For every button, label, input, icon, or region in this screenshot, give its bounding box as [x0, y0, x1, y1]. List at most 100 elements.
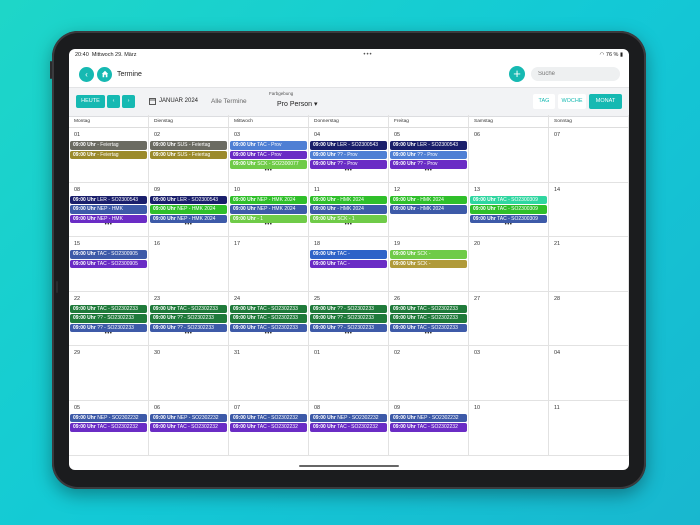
calendar-day-cell[interactable]: 04 09:00 Uhr LER - SO2300543 09:00 Uhr ?? … — [309, 128, 389, 182]
calendar-day-cell[interactable]: 27 — [469, 291, 549, 346]
calendar-day-cell[interactable]: 31 — [229, 346, 309, 400]
calendar-event[interactable]: 09:00 Uhr ?? - SO2302233 — [70, 323, 147, 333]
calendar-event[interactable]: 09:00 Uhr NEP - HMK — [70, 205, 147, 214]
calendar-day-cell[interactable]: 15 09:00 Uhr TAC - SO2300905 09:00 Uhr TAC… — [69, 237, 149, 291]
calendar-event[interactable]: 09:00 Uhr NEP - SO2302232 — [310, 413, 387, 423]
calendar-day-cell[interactable]: 16 — [149, 237, 229, 291]
calendar-event[interactable]: 09:00 Uhr NEP - HMK — [70, 214, 147, 224]
calendar-day-cell[interactable]: 21 — [549, 237, 629, 291]
calendar-day-cell[interactable]: 23 09:00 Uhr TAC - SO2302233 09:00 Uhr ?? … — [149, 291, 229, 346]
more-events-indicator[interactable]: ••• — [424, 331, 433, 338]
calendar-day-cell[interactable]: 22 09:00 Uhr TAC - SO2302233 09:00 Uhr ?? … — [69, 291, 149, 346]
calendar-day-cell[interactable]: 02 — [389, 346, 469, 400]
calendar-day-cell[interactable]: 01 09:00 Uhr - Feiertag 09:00 Uhr - Feiert… — [69, 128, 149, 182]
calendar-event[interactable]: 09:00 Uhr SCK - 1 — [310, 214, 387, 224]
today-button[interactable]: HEUTE — [76, 95, 105, 108]
calendar-event[interactable]: 09:00 Uhr - HMK 2024 — [310, 195, 387, 205]
calendar-event[interactable]: 09:00 Uhr TAC - SO2302233 — [230, 304, 307, 314]
home-button[interactable] — [97, 66, 112, 82]
back-button[interactable]: ‹ — [79, 66, 94, 82]
calendar-event[interactable]: 09:00 Uhr NEP - SO2302232 — [150, 413, 227, 423]
calendar-day-cell[interactable]: 12 09:00 Uhr - HMK 2024 09:00 Uhr - HMK 20… — [389, 182, 469, 237]
calendar-event[interactable]: 09:00 Uhr TAC - SO2302233 — [230, 323, 307, 333]
calendar-day-cell[interactable]: 10 — [469, 400, 549, 455]
calendar-event[interactable]: 09:00 Uhr - Feiertag — [70, 150, 147, 159]
next-month-button[interactable]: › — [122, 95, 135, 108]
calendar-event[interactable]: 09:00 Uhr - HMK 2024 — [310, 205, 387, 214]
calendar-event[interactable]: 09:00 Uhr TAC - SO2302232 — [310, 423, 387, 432]
more-events-indicator[interactable]: ••• — [104, 331, 113, 338]
calendar-event[interactable]: 09:00 Uhr NEP - HMK 2024 — [150, 205, 227, 214]
calendar-event[interactable]: 09:00 Uhr NEP - HMK 2024 — [230, 205, 307, 214]
calendar-day-cell[interactable]: 02 09:00 Uhr SUS - Feiertag 09:00 Uhr SUS … — [149, 128, 229, 182]
calendar-event[interactable]: 09:00 Uhr TAC - SO2302233 — [390, 323, 467, 333]
calendar-event[interactable]: 09:00 Uhr ?? - Prov — [310, 160, 387, 169]
more-events-indicator[interactable]: ••• — [264, 222, 273, 229]
calendar-day-cell[interactable]: 28 — [549, 291, 629, 346]
calendar-event[interactable]: 09:00 Uhr ?? - Prov — [390, 160, 467, 169]
more-events-indicator[interactable]: ••• — [424, 167, 433, 174]
calendar-day-cell[interactable]: 06 — [469, 128, 549, 182]
calendar-event[interactable]: 09:00 Uhr TAC - SO2300309 — [470, 214, 547, 224]
add-appointment-button[interactable]: + — [509, 66, 525, 82]
calendar-event[interactable]: 09:00 Uhr TAC - SO2300309 — [470, 195, 547, 205]
calendar-event[interactable]: 09:00 Uhr ?? - SO2302233 — [310, 314, 387, 323]
calendar-day-cell[interactable]: 07 09:00 Uhr TAC - SO2302232 09:00 Uhr TAC… — [229, 400, 309, 455]
calendar-event[interactable]: 09:00 Uhr TAC - SO2302232 — [70, 423, 147, 432]
color-scheme-select[interactable]: Pro Person ▾ — [277, 101, 318, 108]
calendar-event[interactable]: 09:00 Uhr SCK - SO2300077 — [230, 160, 307, 169]
calendar-day-cell[interactable]: 18 09:00 Uhr TAC -09:00 Uhr TAC - — [309, 237, 389, 291]
more-events-indicator[interactable]: ••• — [504, 222, 513, 229]
calendar-event[interactable]: 09:00 Uhr ?? - Prov — [390, 150, 467, 159]
more-events-indicator[interactable]: ••• — [104, 222, 113, 229]
calendar-event[interactable]: 09:00 Uhr TAC - SO2302233 — [230, 314, 307, 323]
calendar-day-cell[interactable]: 17 — [229, 237, 309, 291]
all-appointments-filter[interactable]: Alle Termine — [211, 98, 247, 105]
view-month-button[interactable]: MONAT — [589, 94, 622, 109]
calendar-event[interactable]: 09:00 Uhr - HMK 2024 — [390, 205, 467, 214]
search-input[interactable] — [531, 67, 620, 81]
calendar-event[interactable]: 09:00 Uhr NEP - HMK 2024 — [230, 195, 307, 205]
calendar-event[interactable]: 09:00 Uhr SCK - — [390, 250, 467, 259]
calendar-event[interactable]: 09:00 Uhr LER - SO2300543 — [390, 141, 467, 150]
more-events-indicator[interactable]: ••• — [344, 222, 353, 229]
more-events-indicator[interactable]: ••• — [264, 331, 273, 338]
calendar-event[interactable]: 09:00 Uhr ?? - SO2302233 — [150, 323, 227, 333]
calendar-day-cell[interactable]: 13 09:00 Uhr TAC - SO2300309 09:00 Uhr TAC… — [469, 182, 549, 237]
calendar-event[interactable]: 09:00 Uhr TAC - SO2302232 — [150, 423, 227, 432]
view-day-button[interactable]: TAG — [533, 94, 555, 109]
calendar-event[interactable]: 09:00 Uhr TAC - SO2302233 — [70, 304, 147, 314]
calendar-day-cell[interactable]: 08 09:00 Uhr LER - SO2300543 09:00 Uhr NEP… — [69, 182, 149, 237]
view-week-button[interactable]: WOCHE — [558, 94, 586, 109]
calendar-day-cell[interactable]: 14 — [549, 182, 629, 237]
calendar-day-cell[interactable]: 08 09:00 Uhr NEP - SO2302232 09:00 Uhr TAC… — [309, 400, 389, 455]
calendar-event[interactable]: 09:00 Uhr TAC - SO2302232 — [230, 423, 307, 432]
calendar-event[interactable]: 09:00 Uhr TAC - SO2302232 — [230, 413, 307, 423]
calendar-day-cell[interactable]: 25 09:00 Uhr ?? - SO2302233 09:00 Uhr ?? -… — [309, 291, 389, 346]
calendar-event[interactable]: 09:00 Uhr ?? - SO2302233 — [310, 304, 387, 314]
calendar-day-cell[interactable]: 03 09:00 Uhr TAC - Prov 09:00 Uhr TAC - Pr… — [229, 128, 309, 182]
more-events-indicator[interactable]: ••• — [184, 222, 193, 229]
calendar-event[interactable]: 09:00 Uhr TAC - SO2302233 — [390, 304, 467, 314]
more-events-indicator[interactable]: ••• — [344, 331, 353, 338]
more-events-indicator[interactable]: ••• — [184, 331, 193, 338]
calendar-event[interactable]: 09:00 Uhr TAC - Prov — [230, 141, 307, 150]
calendar-day-cell[interactable]: 03 — [469, 346, 549, 400]
calendar-event[interactable]: 09:00 Uhr SCK - — [390, 259, 467, 269]
calendar-event[interactable]: 09:00 Uhr TAC - SO2302232 — [390, 423, 467, 432]
calendar-day-cell[interactable]: 26 09:00 Uhr TAC - SO2302233 09:00 Uhr TAC… — [389, 291, 469, 346]
more-events-indicator[interactable]: ••• — [344, 167, 353, 174]
calendar-event[interactable]: 09:00 Uhr TAC - Prov — [230, 150, 307, 159]
calendar-event[interactable]: 09:00 Uhr LER - SO2300543 — [150, 195, 227, 205]
calendar-event[interactable]: 09:00 Uhr TAC - SO2300905 — [70, 250, 147, 259]
calendar-day-cell[interactable]: 05 09:00 Uhr NEP - SO2302232 09:00 Uhr TAC… — [69, 400, 149, 455]
calendar-event[interactable]: 09:00 Uhr - HMK 2024 — [390, 195, 467, 205]
calendar-day-cell[interactable]: 01 — [309, 346, 389, 400]
prev-month-button[interactable]: ‹ — [107, 95, 120, 108]
calendar-event[interactable]: 09:00 Uhr LER - SO2300543 — [310, 141, 387, 150]
calendar-day-cell[interactable]: 20 — [469, 237, 549, 291]
calendar-day-cell[interactable]: 04 — [549, 346, 629, 400]
more-events-indicator[interactable]: ••• — [264, 167, 273, 174]
calendar-event[interactable]: 09:00 Uhr NEP - SO2302232 — [70, 413, 147, 423]
calendar-event[interactable]: 09:00 Uhr ?? - SO2302233 — [150, 314, 227, 323]
